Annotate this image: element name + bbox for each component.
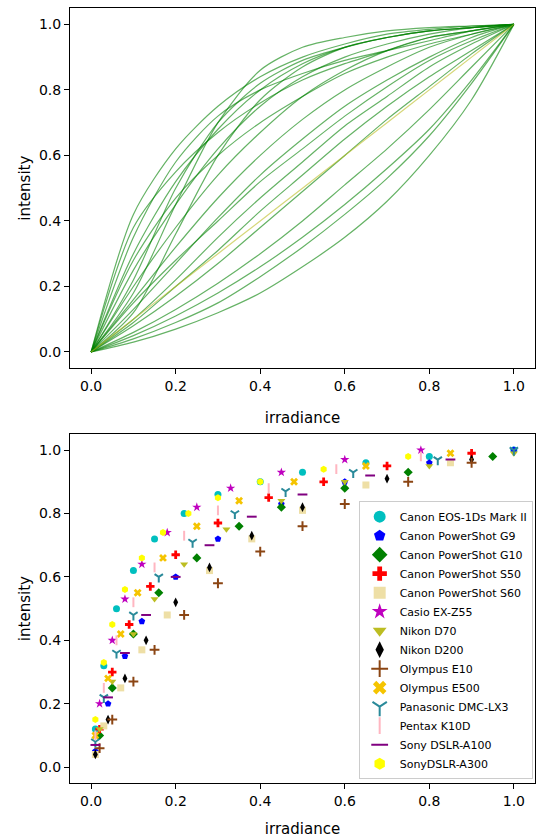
svg-text:SonyDSLR-A300: SonyDSLR-A300 — [400, 758, 488, 771]
svg-text:1.0: 1.0 — [503, 793, 525, 809]
svg-text:0.4: 0.4 — [39, 213, 61, 229]
svg-text:Panasonic DMC-LX3: Panasonic DMC-LX3 — [400, 701, 509, 714]
svg-text:Canon PowerShot G10: Canon PowerShot G10 — [400, 549, 523, 562]
svg-text:Sony DSLR-A100: Sony DSLR-A100 — [400, 739, 492, 752]
svg-text:Olympus E500: Olympus E500 — [400, 682, 480, 695]
svg-text:Canon PowerShot S50: Canon PowerShot S50 — [400, 568, 521, 581]
svg-text:1.0: 1.0 — [503, 378, 525, 394]
svg-text:0.4: 0.4 — [39, 632, 61, 648]
svg-text:0.6: 0.6 — [334, 378, 356, 394]
svg-text:Canon PowerShot S60: Canon PowerShot S60 — [400, 587, 521, 600]
svg-text:Nikon D70: Nikon D70 — [400, 625, 457, 638]
svg-text:irradiance: irradiance — [265, 409, 340, 427]
svg-text:0.6: 0.6 — [39, 569, 61, 585]
svg-text:intensity: intensity — [16, 156, 34, 221]
svg-text:0.0: 0.0 — [80, 378, 102, 394]
svg-text:intensity: intensity — [16, 576, 34, 641]
svg-text:0.4: 0.4 — [249, 793, 271, 809]
svg-text:0.0: 0.0 — [80, 793, 102, 809]
svg-text:0.8: 0.8 — [418, 793, 440, 809]
svg-text:Casio EX-Z55: Casio EX-Z55 — [400, 606, 473, 619]
svg-text:0.6: 0.6 — [334, 793, 356, 809]
svg-text:0.8: 0.8 — [39, 82, 61, 98]
svg-text:0.8: 0.8 — [418, 378, 440, 394]
svg-text:Canon PowerShot G9: Canon PowerShot G9 — [400, 530, 516, 543]
svg-text:Pentax K10D: Pentax K10D — [400, 720, 471, 733]
svg-text:0.2: 0.2 — [39, 696, 61, 712]
svg-text:0.6: 0.6 — [39, 147, 61, 163]
svg-text:0.2: 0.2 — [165, 378, 187, 394]
svg-text:Olympus E10: Olympus E10 — [400, 663, 473, 676]
svg-text:0.8: 0.8 — [39, 505, 61, 521]
svg-text:1.0: 1.0 — [39, 16, 61, 32]
svg-text:0.0: 0.0 — [39, 344, 61, 360]
svg-text:0.4: 0.4 — [249, 378, 271, 394]
svg-text:Canon EOS-1Ds Mark II: Canon EOS-1Ds Mark II — [400, 511, 527, 524]
svg-text:Nikon D200: Nikon D200 — [400, 644, 464, 657]
svg-text:irradiance: irradiance — [265, 820, 340, 838]
svg-text:0.2: 0.2 — [39, 278, 61, 294]
svg-text:0.0: 0.0 — [39, 759, 61, 775]
svg-text:1.0: 1.0 — [39, 442, 61, 458]
svg-text:0.2: 0.2 — [165, 793, 187, 809]
